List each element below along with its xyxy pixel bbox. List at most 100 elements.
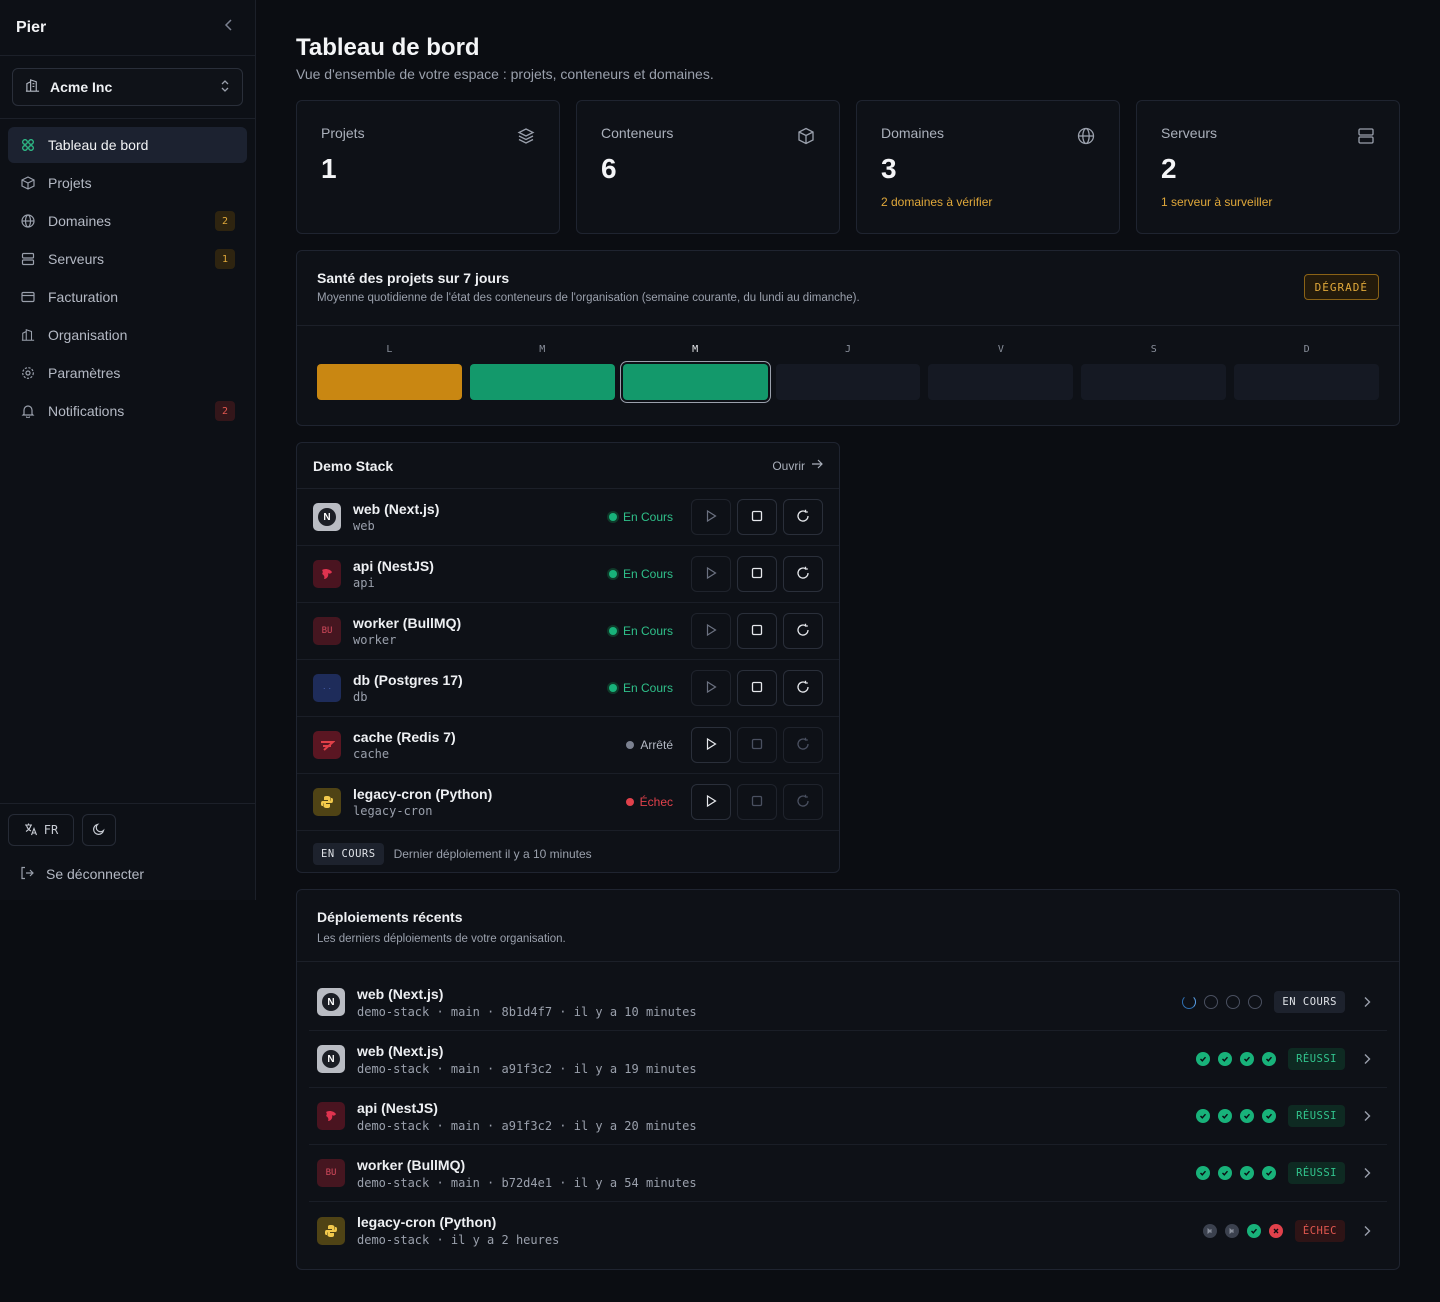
stat-note: 2 domaines à vérifier: [881, 195, 993, 209]
stop-button[interactable]: [737, 499, 777, 535]
stat-card-domains[interactable]: Domaines 3 2 domaines à vérifier: [856, 100, 1120, 234]
deployment-meta: demo-stack · il y a 2 heures: [357, 1233, 560, 1247]
nav-item-notifications[interactable]: Notifications 2: [8, 393, 247, 429]
status-label: En Cours: [622, 624, 673, 638]
restart-button[interactable]: [783, 556, 823, 592]
status-label: Échec: [639, 795, 673, 809]
restart-button[interactable]: [783, 613, 823, 649]
step-success-icon: [1246, 1223, 1261, 1238]
stat-card-servers[interactable]: Serveurs 2 1 serveur à surveiller: [1136, 100, 1400, 234]
deployment-name: worker (BullMQ): [357, 1156, 466, 1173]
stat-card-containers[interactable]: Conteneurs 6: [576, 100, 840, 234]
restart-button[interactable]: [783, 727, 823, 763]
start-button[interactable]: [691, 727, 731, 763]
service-row: cache (Redis 7) cache Arrêté: [297, 717, 839, 774]
open-stack-link[interactable]: Ouvrir: [772, 458, 823, 473]
nav-label: Notifications: [48, 403, 125, 419]
servers-count-badge: 1: [215, 249, 235, 269]
nav-label: Tableau de bord: [48, 137, 149, 153]
nav-item-projects[interactable]: Projets: [8, 165, 247, 201]
health-day: M: [469, 344, 615, 400]
step-skipped-icon: [1202, 1223, 1217, 1238]
step-success-icon: [1240, 1052, 1255, 1066]
chevron-right-icon: [1355, 1110, 1379, 1122]
nav-item-dashboard[interactable]: Tableau de bord: [8, 127, 247, 163]
health-card: Santé des projets sur 7 jours Moyenne qu…: [296, 250, 1400, 426]
credit-card-icon: [20, 289, 36, 305]
service-id: web: [353, 519, 375, 533]
cube-icon: [797, 127, 815, 148]
start-button[interactable]: [691, 556, 731, 592]
deployment-row[interactable]: N web (Next.js) demo-stack · main · 8b1d…: [309, 974, 1387, 1031]
nav-item-billing[interactable]: Facturation: [8, 279, 247, 315]
start-button[interactable]: [691, 499, 731, 535]
chevron-updown-icon: [220, 79, 230, 96]
sidebar: Pier Acme Inc Tableau de bord Projets Do…: [0, 0, 256, 900]
nav-item-servers[interactable]: Serveurs 1: [8, 241, 247, 277]
building-icon: [20, 327, 36, 343]
stop-button[interactable]: [737, 727, 777, 763]
restart-button[interactable]: [783, 784, 823, 820]
day-health-bar[interactable]: [928, 364, 1074, 400]
org-switcher[interactable]: Acme Inc: [12, 68, 243, 106]
language-switcher[interactable]: FR: [8, 814, 74, 846]
box-icon: [20, 175, 36, 191]
day-health-bar[interactable]: [317, 364, 462, 400]
step-success-icon: [1240, 1109, 1255, 1123]
stop-button[interactable]: [737, 670, 777, 706]
status-dot: [625, 798, 634, 806]
day-health-bar[interactable]: [1081, 364, 1227, 400]
logout-button[interactable]: Se déconnecter: [8, 856, 247, 892]
stat-card-projects[interactable]: Projets 1: [296, 100, 560, 234]
nav-item-settings[interactable]: Paramètres: [8, 355, 247, 391]
nav-label: Domaines: [48, 213, 112, 229]
stop-icon: [750, 623, 764, 640]
deployment-row[interactable]: BU worker (BullMQ) demo-stack · main · b…: [309, 1145, 1387, 1202]
deployment-row[interactable]: api (NestJS) demo-stack · main · a91f3c2…: [309, 1088, 1387, 1145]
deployment-meta: demo-stack · main · a91f3c2 · il y a 20 …: [357, 1118, 697, 1133]
start-button[interactable]: [691, 613, 731, 649]
nav-item-organization[interactable]: Organisation: [8, 317, 247, 353]
service-row: BU worker (BullMQ) worker En Cours: [297, 603, 839, 660]
deployment-row[interactable]: legacy-cron (Python) demo-stack · il y a…: [309, 1202, 1387, 1259]
day-health-bar[interactable]: [775, 364, 921, 400]
stop-button[interactable]: [737, 613, 777, 649]
day-health-bar[interactable]: [622, 364, 768, 400]
deployment-status-badge: ÉCHEC: [1294, 1219, 1345, 1242]
service-row: N web (Next.js) web En Cours: [297, 489, 839, 546]
start-button[interactable]: [691, 784, 731, 820]
chevron-right-icon: [1355, 1167, 1379, 1179]
theme-toggle[interactable]: [82, 814, 116, 846]
service-status: En Cours: [608, 567, 673, 581]
play-icon: [704, 680, 718, 697]
nextjs-logo: N: [313, 503, 341, 531]
stop-button[interactable]: [737, 556, 777, 592]
step-success-icon: [1218, 1109, 1233, 1123]
status-dot: [626, 741, 635, 749]
deployment-row[interactable]: N web (Next.js) demo-stack · main · a91f…: [309, 1031, 1387, 1088]
service-row: · · db (Postgres 17) db En Cours: [297, 660, 839, 717]
restart-button[interactable]: [783, 499, 823, 535]
stop-button[interactable]: [737, 784, 777, 820]
play-icon: [704, 509, 718, 526]
python-logo: [317, 1216, 345, 1245]
server-icon: [20, 251, 36, 267]
start-button[interactable]: [691, 670, 731, 706]
service-name: web (Next.js): [353, 501, 440, 517]
nextjs-logo: N: [317, 1045, 345, 1073]
day-health-bar[interactable]: [469, 364, 615, 400]
service-status: En Cours: [608, 624, 673, 638]
nav-label: Projets: [48, 175, 92, 191]
deployment-list: N web (Next.js) demo-stack · main · 8b1d…: [297, 962, 1399, 1259]
collapse-sidebar-icon[interactable]: [219, 18, 239, 37]
play-icon: [704, 566, 718, 583]
restart-button[interactable]: [783, 670, 823, 706]
nav-item-domains[interactable]: Domaines 2: [8, 203, 247, 239]
restart-icon: [796, 566, 810, 583]
layers-icon: [517, 127, 535, 148]
service-id: db: [353, 690, 368, 704]
status-label: En Cours: [622, 567, 673, 581]
day-letter: S: [1150, 344, 1157, 355]
translate-icon: [24, 822, 38, 839]
day-health-bar[interactable]: [1234, 364, 1380, 400]
